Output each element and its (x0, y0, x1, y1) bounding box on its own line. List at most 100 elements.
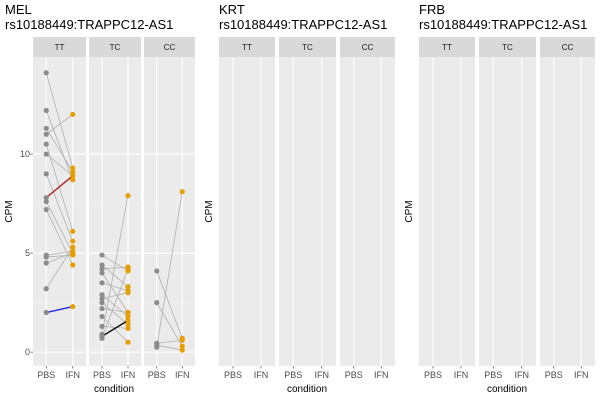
data-point-ifn (70, 111, 76, 118)
data-point-pbs (99, 335, 105, 341)
pair-line (156, 339, 183, 344)
pair-line (46, 114, 73, 135)
data-point-ifn (70, 173, 76, 179)
chart-title-line1: KRT (219, 2, 245, 17)
x-tick-label: IFN (374, 370, 389, 380)
data-point-pbs (43, 107, 49, 114)
data-point-pbs (154, 300, 160, 306)
data-point-ifn (125, 266, 131, 272)
data-point-ifn (179, 347, 185, 353)
data-point-ifn (125, 193, 131, 199)
data-point-ifn (179, 189, 185, 195)
x-tick-label: PBS (37, 370, 55, 380)
x-axis-title: condition (487, 384, 527, 395)
data-point-pbs (99, 296, 105, 302)
facet-panel (33, 57, 86, 366)
data-point-pbs (43, 131, 49, 137)
data-point-pbs (99, 300, 105, 306)
x-axis-title: condition (94, 384, 134, 395)
facet-panel (540, 57, 595, 366)
pair-line (45, 144, 74, 232)
facet-label: TC (502, 43, 513, 52)
pair-line (101, 294, 129, 317)
facet-panel (340, 57, 395, 366)
facet-strip (419, 37, 475, 57)
x-tick-label: IFN (574, 370, 589, 380)
data-point-ifn (70, 228, 76, 234)
data-point-pbs (99, 280, 105, 286)
facet-label: CC (562, 43, 574, 52)
x-tick-label: IFN (315, 370, 330, 380)
x-tick-label: PBS (424, 370, 442, 380)
data-point-ifn (179, 337, 185, 343)
x-tick-label: IFN (515, 370, 530, 380)
chart-title-line2: rs10188449:TRAPPC12-AS1 (219, 17, 387, 32)
data-point-ifn (70, 303, 76, 310)
data-point-ifn (70, 169, 76, 175)
y-axis-title: CPM (4, 200, 15, 222)
facet-strip (89, 37, 141, 57)
data-point-pbs (43, 286, 49, 292)
facet-panel (89, 57, 141, 366)
chart-title-line1: FRB (419, 2, 445, 17)
y-tick-label: 5 (25, 248, 30, 258)
data-point-pbs (43, 260, 49, 266)
facet-label: TT (442, 43, 452, 52)
pair-line (45, 173, 74, 242)
data-point-pbs (99, 252, 105, 258)
x-axis-title: condition (287, 384, 327, 395)
pair-line (156, 270, 183, 339)
facet-label: TT (55, 43, 65, 52)
pair-line (45, 110, 74, 180)
facet-strip (144, 37, 195, 57)
x-tick-label: PBS (545, 370, 563, 380)
data-point-pbs (154, 268, 160, 274)
y-tick-label: 0 (25, 347, 30, 357)
data-point-ifn (70, 165, 76, 171)
data-point-pbs (43, 141, 49, 147)
pair-line (101, 316, 129, 343)
data-point-ifn (70, 250, 76, 256)
pair-line (45, 246, 74, 289)
pair-line (45, 128, 74, 173)
data-point-pbs (43, 206, 49, 213)
data-point-pbs (43, 309, 49, 316)
facet-panel (144, 57, 195, 366)
data-point-pbs (43, 70, 49, 76)
data-point-ifn (125, 317, 131, 324)
data-point-ifn (125, 290, 131, 296)
pair-line (46, 305, 73, 314)
data-point-pbs (43, 195, 49, 201)
x-tick-label: PBS (93, 370, 111, 380)
facet-label: TC (302, 43, 313, 52)
data-point-pbs (99, 323, 105, 329)
pair-line (101, 302, 129, 325)
data-point-pbs (43, 125, 49, 131)
data-point-ifn (125, 284, 131, 290)
pair-line (101, 266, 129, 270)
data-point-ifn (125, 325, 131, 331)
pair-line (101, 282, 129, 292)
data-point-ifn (125, 313, 131, 320)
x-tick-label: PBS (224, 370, 242, 380)
data-point-ifn (125, 321, 131, 328)
pair-line (45, 175, 74, 199)
data-point-pbs (99, 305, 105, 312)
data-point-ifn (70, 177, 76, 183)
facet-strip (219, 37, 275, 57)
facet-panel (279, 57, 336, 366)
data-point-ifn (70, 262, 76, 268)
data-point-ifn (125, 339, 131, 345)
x-tick-label: PBS (484, 370, 502, 380)
pair-line (46, 254, 73, 258)
chart-title-line2: rs10188449:TRAPPC12-AS1 (5, 17, 173, 32)
data-point-ifn (179, 343, 185, 349)
data-point-pbs (43, 254, 49, 260)
pair-line (46, 250, 73, 256)
x-tick-label: IFN (254, 370, 269, 380)
x-tick-label: IFN (175, 370, 190, 380)
x-tick-label: IFN (66, 370, 81, 380)
data-point-pbs (99, 313, 105, 320)
facet-strip (479, 37, 536, 57)
